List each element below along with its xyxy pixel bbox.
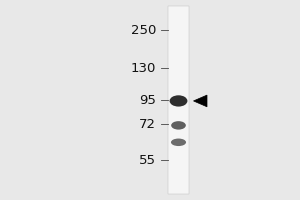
Ellipse shape	[169, 95, 188, 107]
Text: 95: 95	[139, 94, 156, 106]
FancyBboxPatch shape	[168, 6, 189, 194]
Text: 55: 55	[139, 154, 156, 167]
Text: 250: 250	[130, 24, 156, 37]
Ellipse shape	[171, 121, 186, 130]
Polygon shape	[194, 95, 207, 107]
Ellipse shape	[171, 139, 186, 146]
Text: 72: 72	[139, 118, 156, 131]
Text: 130: 130	[130, 62, 156, 75]
